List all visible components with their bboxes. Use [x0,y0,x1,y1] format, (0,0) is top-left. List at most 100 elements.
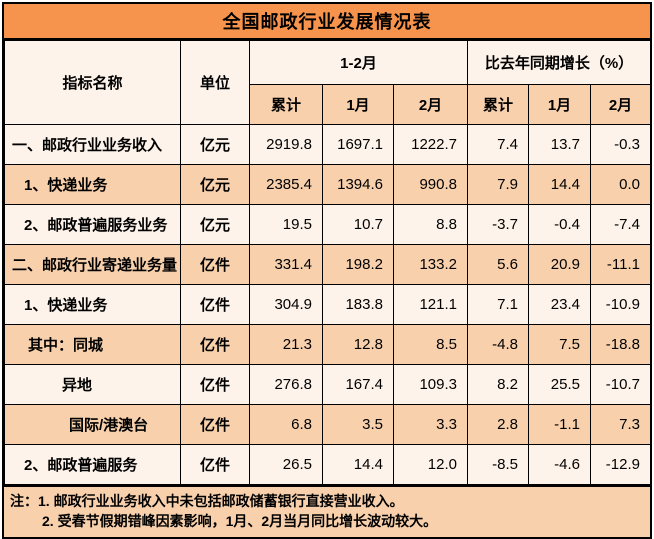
value-cell: 3.5 [322,404,394,445]
unit-cell: 亿件 [180,324,250,365]
value-cell: 7.9 [467,164,529,205]
col-header-indicator: 指标名称 [4,40,181,125]
value-cell: 19.5 [249,204,323,245]
indicator-name-cell: 2、邮政普遍服务 [4,444,181,485]
indicator-name-cell: 其中：同城 [4,324,181,365]
value-cell: -10.9 [590,284,651,325]
value-cell: 26.5 [249,444,323,485]
value-cell: 133.2 [393,244,468,285]
value-cell: 13.7 [528,124,591,165]
value-cell: 8.5 [393,324,468,365]
value-cell: 7.1 [467,284,529,325]
table-title: 全国邮政行业发展情况表 [222,12,432,32]
header-row-groups: 指标名称 单位 1-2月 比去年同期增长（%） [4,40,651,125]
value-cell: 2919.8 [249,124,323,165]
col-header-growth-cumulative: 累计 [467,84,529,125]
postal-data-table: 指标名称 单位 1-2月 比去年同期增长（%） 累计 1月 2月 累计 1月 2… [4,40,651,485]
table-row: 异地 亿件 276.8 167.4 109.3 8.2 25.5 -10.7 [4,364,651,405]
value-cell: 14.4 [322,444,394,485]
unit-cell: 亿件 [180,404,250,445]
value-cell: -3.7 [467,204,529,245]
unit-cell: 亿元 [180,124,250,165]
indicator-name-cell: 一、邮政行业业务收入 [4,124,181,165]
indicator-name-cell: 二、邮政行业寄递业务量 [4,244,181,285]
value-cell: 12.8 [322,324,394,365]
table-title-bar: 全国邮政行业发展情况表 [4,4,650,40]
value-cell: -18.8 [590,324,651,365]
value-cell: -7.4 [590,204,651,245]
header-row-sub: 累计 1月 2月 累计 1月 2月 [5,84,651,125]
value-cell: 0.0 [590,164,651,205]
value-cell: 21.3 [249,324,323,365]
table-row: 国际/港澳台 亿件 6.8 3.5 3.3 2.8 -1.1 7.3 [4,404,651,445]
value-cell: -4.6 [528,444,591,485]
value-cell: 2.8 [467,404,529,445]
value-cell: -11.1 [590,244,651,285]
value-cell: 8.2 [467,364,529,405]
col-group-growth: 比去年同期增长（%） [467,40,651,85]
value-cell: 331.4 [249,244,323,285]
col-group-period: 1-2月 [249,40,468,85]
indicator-name-cell: 国际/港澳台 [4,404,181,445]
table-row: 其中：同城 亿件 21.3 12.8 8.5 -4.8 7.5 -18.8 [4,324,651,365]
indicator-name-cell: 1、快递业务 [4,164,181,205]
value-cell: -10.7 [590,364,651,405]
table-row: 一、邮政行业业务收入 亿元 2919.8 1697.1 1222.7 7.4 1… [4,124,651,165]
unit-cell: 亿元 [180,204,250,245]
col-header-unit: 单位 [180,40,250,125]
value-cell: 20.9 [528,244,591,285]
table-row: 1、快递业务 亿件 304.9 183.8 121.1 7.1 23.4 -10… [4,284,651,325]
value-cell: 183.8 [322,284,394,325]
value-cell: 1697.1 [322,124,394,165]
footnote-line-2: 2. 受春节假期错峰因素影响，1月、2月当月同比增长波动较大。 [42,513,438,529]
value-cell: 167.4 [322,364,394,405]
indicator-name-cell: 异地 [4,364,181,405]
value-cell: -12.9 [590,444,651,485]
value-cell: 5.6 [467,244,529,285]
unit-cell: 亿件 [180,364,250,405]
value-cell: 10.7 [322,204,394,245]
unit-cell: 亿件 [180,284,250,325]
col-header-jan: 1月 [322,84,394,125]
col-header-feb: 2月 [393,84,468,125]
footnote-line-1: 注：1. 邮政行业业务收入中未包括邮政储蓄银行直接营业收入。 [10,493,404,509]
value-cell: 7.5 [528,324,591,365]
value-cell: 276.8 [249,364,323,405]
value-cell: 109.3 [393,364,468,405]
value-cell: 121.1 [393,284,468,325]
value-cell: -8.5 [467,444,529,485]
unit-cell: 亿件 [180,444,250,485]
col-header-cumulative: 累计 [249,84,323,125]
indicator-name-cell: 1、快递业务 [4,284,181,325]
value-cell: 3.3 [393,404,468,445]
value-cell: 14.4 [528,164,591,205]
indicator-name-cell: 2、邮政普遍服务业务 [4,204,181,245]
col-header-growth-feb: 2月 [590,84,651,125]
value-cell: 198.2 [322,244,394,285]
value-cell: 1222.7 [393,124,468,165]
table-row: 二、邮政行业寄递业务量 亿件 331.4 198.2 133.2 5.6 20.… [4,244,651,285]
unit-cell: 亿件 [180,244,250,285]
value-cell: -1.1 [528,404,591,445]
value-cell: 2385.4 [249,164,323,205]
value-cell: 12.0 [393,444,468,485]
table-row: 1、快递业务 亿元 2385.4 1394.6 990.8 7.9 14.4 0… [4,164,651,205]
col-header-growth-jan: 1月 [528,84,591,125]
value-cell: 23.4 [528,284,591,325]
table-row: 2、邮政普遍服务业务 亿元 19.5 10.7 8.8 -3.7 -0.4 -7… [4,204,651,245]
value-cell: 1394.6 [322,164,394,205]
value-cell: 990.8 [393,164,468,205]
table-row: 2、邮政普遍服务 亿件 26.5 14.4 12.0 -8.5 -4.6 -12… [4,444,651,485]
value-cell: 7.4 [467,124,529,165]
footnotes: 注：1. 邮政行业业务收入中未包括邮政储蓄银行直接营业收入。 2. 受春节假期错… [4,485,650,537]
value-cell: 25.5 [528,364,591,405]
value-cell: -4.8 [467,324,529,365]
value-cell: -0.4 [528,204,591,245]
value-cell: 6.8 [249,404,323,445]
value-cell: -0.3 [590,124,651,165]
value-cell: 8.8 [393,204,468,245]
value-cell: 7.3 [590,404,651,445]
value-cell: 304.9 [249,284,323,325]
unit-cell: 亿元 [180,164,250,205]
